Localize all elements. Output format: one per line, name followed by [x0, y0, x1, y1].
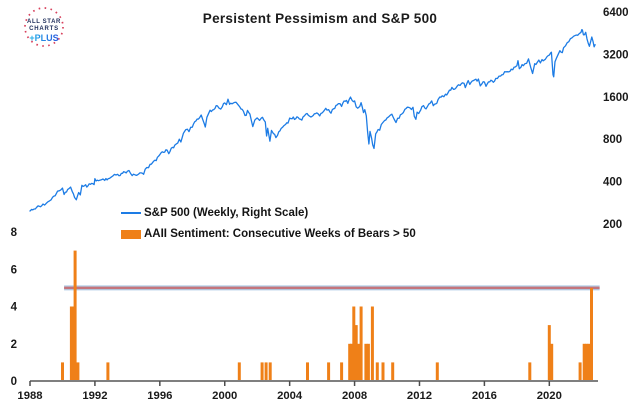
chart-title: Persistent Pessimism and S&P 500	[202, 11, 438, 26]
left-axis-label: 4	[11, 302, 18, 314]
logo-line3: +PLUS	[29, 33, 58, 43]
sentiment-bar	[375, 362, 379, 381]
sentiment-bar	[528, 362, 532, 381]
sp500-line	[29, 29, 596, 212]
x-tick-label: 2000	[212, 390, 237, 402]
x-tick-label: 2012	[407, 390, 432, 402]
sentiment-bar	[357, 343, 361, 382]
sentiment-bar	[73, 250, 77, 381]
logo-line2: CHARTS	[29, 26, 59, 32]
sentiment-bar	[364, 343, 368, 382]
right-axis-label: 3200	[603, 49, 629, 61]
sentiment-bar	[435, 362, 439, 381]
x-tick-label: 2008	[342, 390, 367, 402]
sentiment-bar	[578, 362, 582, 381]
left-axis-label: 8	[11, 227, 18, 239]
logo-graphic: ALL STAR CHARTS +PLUS	[24, 7, 64, 47]
right-axis-label: 400	[603, 177, 622, 189]
sentiment-bar	[327, 362, 331, 381]
left-axis-label: 2	[11, 339, 17, 351]
x-tick-label: 1992	[82, 390, 107, 402]
all-star-charts-logo: ALL STAR CHARTS +PLUS	[8, 5, 78, 57]
sentiment-bar	[268, 362, 272, 381]
sentiment-bar	[354, 325, 358, 381]
sentiment-bar	[350, 343, 354, 382]
legend-label-sp500: S&P 500 (Weekly, Right Scale)	[144, 207, 309, 219]
left-axis-label: 0	[11, 376, 17, 388]
sentiment-bar	[381, 362, 385, 381]
sentiment-bar	[106, 362, 110, 381]
sentiment-bar	[264, 362, 268, 381]
sentiment-bar	[237, 362, 241, 381]
right-axis-label: 200	[603, 219, 622, 231]
sentiment-bar	[69, 306, 73, 381]
sentiment-bar	[260, 362, 264, 381]
x-tick-label: 2020	[537, 390, 562, 402]
sentiment-bar	[76, 362, 80, 381]
legend-item-sp500: S&P 500 (Weekly, Right Scale)	[121, 206, 416, 220]
aaii-bar-swatch	[121, 229, 141, 239]
sentiment-bar	[585, 343, 589, 382]
sentiment-bar	[582, 343, 586, 382]
legend: S&P 500 (Weekly, Right Scale) AAII Senti…	[121, 206, 416, 248]
sentiment-bar	[550, 343, 554, 382]
sentiment-bar	[306, 362, 309, 381]
x-tick-label: 2004	[277, 390, 303, 402]
sentiment-bar	[391, 362, 395, 381]
x-tick-label: 1996	[147, 390, 172, 402]
x-tick-label: 2016	[472, 390, 497, 402]
sentiment-bar	[587, 343, 591, 382]
sentiment-bar	[590, 287, 593, 381]
right-axis-label: 800	[603, 134, 622, 146]
legend-item-aaii: AAII Sentiment: Consecutive Weeks of Bea…	[121, 227, 416, 241]
legend-label-aaii: AAII Sentiment: Consecutive Weeks of Bea…	[144, 228, 416, 240]
logo-dotted-circle	[24, 7, 64, 47]
logo-line1: ALL STAR	[27, 19, 61, 25]
sentiment-bar	[366, 343, 370, 382]
right-axis-label: 1600	[603, 92, 629, 104]
sentiment-bar	[348, 343, 352, 382]
sentiment-bar	[370, 306, 374, 381]
x-tick-label: 1988	[17, 390, 42, 402]
sentiment-bar	[352, 306, 356, 381]
left-axis-label: 6	[11, 264, 17, 276]
sentiment-bar	[71, 306, 75, 381]
right-axis-label: 6400	[603, 7, 629, 19]
sentiment-bar	[340, 362, 344, 381]
sentiment-bar	[547, 325, 551, 381]
sentiment-bar	[61, 362, 64, 381]
sentiment-bar	[359, 306, 363, 381]
sp500-line-swatch	[121, 211, 141, 215]
